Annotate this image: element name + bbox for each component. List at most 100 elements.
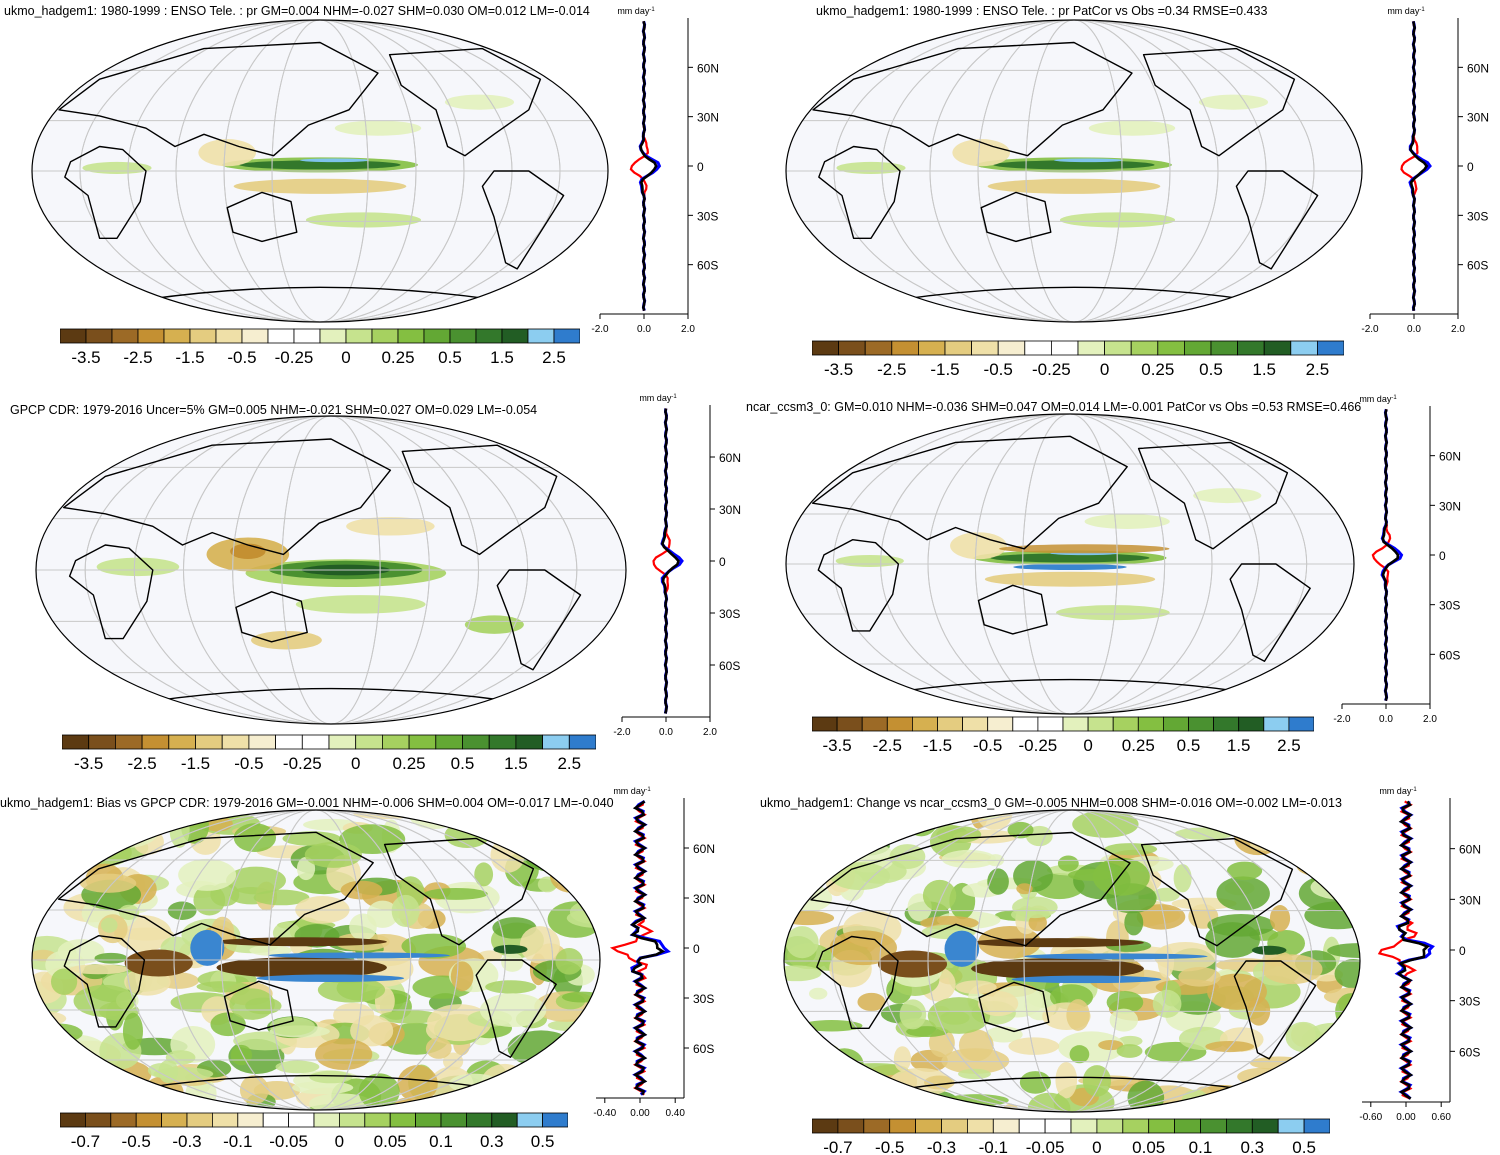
lat-tick-label: 30N (693, 892, 715, 906)
anomaly-patch (229, 988, 275, 1020)
anomaly-patch (1117, 1035, 1143, 1047)
anomaly-patch (990, 553, 1150, 563)
colorbar-swatch (837, 1118, 865, 1134)
anomaly-patch (1327, 943, 1360, 958)
colorbar-swatch (1087, 716, 1114, 732)
colorbar-label: -0.5 (875, 1138, 904, 1155)
colorbar-label: -1.5 (930, 360, 959, 379)
colorbar-label: -0.5 (234, 754, 263, 773)
colorbar-label: -0.5 (973, 736, 1002, 755)
anomaly-patch (1066, 999, 1090, 1031)
anomaly-patch (32, 879, 48, 910)
colorbar-swatch (397, 328, 425, 344)
x-tick-label: 0.0 (1407, 324, 1421, 335)
anomaly-patch (1027, 1092, 1071, 1112)
colorbar-swatch (542, 1112, 568, 1128)
lat-tick-label: 30S (1439, 599, 1460, 613)
colorbar-label: -0.5 (984, 360, 1013, 379)
anomaly-patch (55, 1079, 121, 1091)
continent-antarctica (145, 286, 495, 301)
anomaly-patch (210, 1012, 246, 1037)
anomaly-patch (89, 1078, 147, 1107)
units-label: mm day-1 (613, 786, 651, 796)
x-tick-label: 0.00 (630, 1108, 650, 1119)
colorbar-swatch (313, 1112, 340, 1128)
lat-tick-label: 30S (1459, 995, 1480, 1009)
colorbar-swatch (1122, 1118, 1150, 1134)
colorbar-swatch (328, 734, 357, 750)
colorbar-swatch (338, 1112, 366, 1128)
colorbar-swatch (1174, 1118, 1201, 1134)
profile-line (1377, 800, 1419, 1100)
anomaly-patch (424, 887, 488, 900)
units-label: mm day-1 (639, 393, 677, 403)
anomaly-patch (784, 1087, 826, 1098)
anomaly-patch (993, 160, 1155, 170)
colorbar-swatch (163, 328, 191, 344)
colorbar-label: 0.5 (438, 348, 462, 367)
colorbar-swatch (891, 340, 919, 356)
continent-antarctica (898, 678, 1242, 693)
zonal-profile: mm day-1 60N 30N 0 30S 60S -2.0 0.0 2.0 (591, 6, 718, 335)
colorbar-swatch (1070, 1118, 1098, 1134)
colorbar-label: 1.5 (504, 754, 528, 773)
colorbar-swatch (1225, 1118, 1253, 1134)
anomaly-patch (1263, 1093, 1327, 1112)
world-map (783, 809, 1361, 1113)
anomaly-patch (784, 1099, 803, 1112)
anomaly-patch (32, 810, 50, 835)
colorbar-label: 0.05 (374, 1132, 407, 1151)
continent-south-america (496, 569, 582, 671)
lat-tick-label: 30N (1439, 499, 1461, 513)
anomaly-patch (1082, 1065, 1112, 1097)
colorbar-label: -0.7 (823, 1138, 852, 1155)
lat-tick-label: 30S (1467, 209, 1488, 223)
zonal-profile: mm day-1 60N 30N 0 30S 60S -0.40 0.00 0.40 (593, 786, 715, 1119)
anomaly-patch (784, 1042, 839, 1053)
anomaly-patch (944, 930, 980, 967)
anomaly-patch (977, 991, 1019, 1017)
x-tick-label: 0.0 (659, 727, 673, 738)
anomaly-patch (877, 950, 948, 978)
profile-line (629, 800, 666, 1096)
anomaly-patch (936, 826, 982, 843)
anomaly-patch (165, 1050, 196, 1065)
anomaly-patch (784, 965, 822, 982)
anomaly-patch (317, 977, 386, 1003)
anomaly-patch (226, 866, 286, 895)
colorbar-swatch (319, 328, 347, 344)
colorbar-swatch (1050, 340, 1079, 356)
colorbar-swatch (1157, 340, 1185, 356)
anomaly-patch (239, 160, 401, 170)
anomaly-patch (367, 900, 399, 928)
colorbar-swatch (491, 1112, 518, 1128)
anomaly-patch (1205, 922, 1260, 958)
anomaly-patch (334, 120, 422, 136)
anomaly-patch (862, 1093, 890, 1112)
panel-title: GPCP CDR: 1979-2016 Uncer=5% GM=0.005 NH… (10, 403, 538, 417)
anomaly-patch (810, 1081, 830, 1105)
anomaly-patch (984, 571, 1156, 587)
anomaly-patch (481, 1063, 529, 1101)
colorbar-swatch (248, 734, 276, 750)
colorbar-label: 0.3 (1240, 1138, 1264, 1155)
colorbar-swatch (542, 734, 570, 750)
colorbar-swatch (186, 1112, 213, 1128)
colorbar-label: -0.25 (275, 348, 314, 367)
anomaly-patch (828, 1099, 886, 1112)
zonal-profile: mm day-1 60N 30N 0 30S 60S -2.0 0.0 2.0 (1361, 6, 1489, 335)
anomaly-patch (82, 161, 152, 174)
profile-line (660, 408, 680, 714)
zonal-profile: mm day-1 60N 30N 0 30S 60S -2.0 0.0 2.0 (1333, 394, 1461, 725)
anomaly-patch (1219, 1097, 1264, 1112)
lat-tick-label: 60S (1467, 259, 1488, 273)
colorbar-swatch (267, 328, 295, 344)
colorbar-swatch (1044, 1118, 1072, 1134)
colorbar-swatch (275, 734, 303, 750)
world-map (785, 19, 1363, 323)
anomaly-patch (79, 873, 137, 893)
colorbar-swatch (1037, 716, 1064, 732)
x-tick-label: 0.0 (637, 324, 651, 335)
colorbar-swatch (918, 340, 946, 356)
